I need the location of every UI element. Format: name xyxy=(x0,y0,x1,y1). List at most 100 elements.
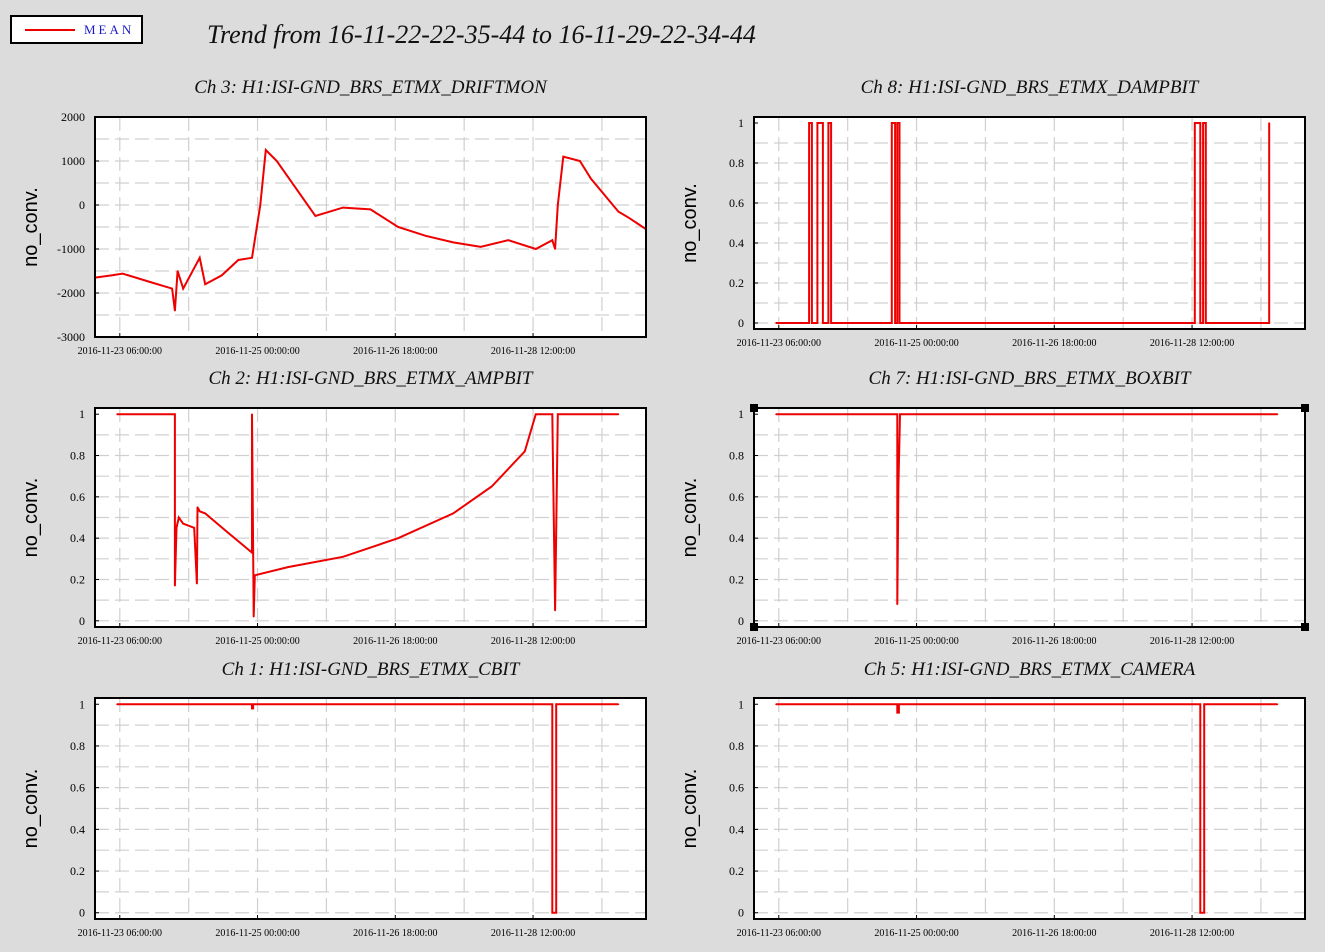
y-axis-label: no_conv. xyxy=(20,478,42,558)
data-point xyxy=(314,215,317,217)
y-tick-label: 1 xyxy=(738,407,744,421)
chart-title: Ch 1: H1:ISI-GND_BRS_ETMX_CBIT xyxy=(222,659,521,680)
y-tick-label: 1 xyxy=(79,697,85,711)
data-point xyxy=(617,703,620,706)
chart-title: Ch 3: H1:ISI-GND_BRS_ETMX_DRIFTMON xyxy=(194,77,548,98)
x-tick-label: 2016-11-23 06:00:00 xyxy=(78,636,162,647)
data-point xyxy=(562,413,565,415)
x-tick-label: 2016-11-23 06:00:00 xyxy=(737,636,821,647)
x-tick-label: 2016-11-25 00:00:00 xyxy=(215,636,299,647)
series-line xyxy=(117,703,619,914)
chart-title: Ch 2: H1:ISI-GND_BRS_ETMX_AMPBIT xyxy=(208,368,533,389)
x-tick-label: 2016-11-25 00:00:00 xyxy=(874,636,958,647)
data-point xyxy=(896,413,899,415)
x-tick-label: 2016-11-26 18:00:00 xyxy=(353,636,437,647)
data-point xyxy=(555,911,557,914)
selection-handle xyxy=(1301,404,1309,412)
data-point xyxy=(149,281,151,283)
y-tick-label: -3000 xyxy=(57,330,85,344)
data-point xyxy=(175,527,178,529)
page-title: Trend from 16-11-22-22-35-44 to 16-11-29… xyxy=(207,20,756,49)
chart-title: Ch 5: H1:ISI-GND_BRS_ETMX_CAMERA xyxy=(864,659,1196,680)
data-point xyxy=(342,555,344,558)
data-point xyxy=(259,204,262,206)
data-point xyxy=(110,274,113,277)
data-point xyxy=(1260,322,1262,324)
legend-label: MEAN xyxy=(84,22,135,37)
y-tick-label: 0.4 xyxy=(729,822,744,836)
data-point xyxy=(251,551,253,554)
y-tick-label: 0.4 xyxy=(729,531,744,545)
selection-handle xyxy=(750,623,758,631)
data-point xyxy=(617,210,620,213)
x-tick-label: 2016-11-23 06:00:00 xyxy=(78,346,162,357)
legend: MEAN xyxy=(10,15,143,44)
chart-panel-5: Ch 1: H1:ISI-GND_BRS_ETMX_CBIT 0 0.2 0.4 0.6… xyxy=(20,659,647,939)
y-tick-label: 0 xyxy=(79,198,85,212)
data-point xyxy=(265,149,267,151)
data-point xyxy=(220,274,223,277)
data-point xyxy=(1205,322,1207,324)
x-tick-label: 2016-11-25 00:00:00 xyxy=(874,928,958,939)
data-point xyxy=(830,322,832,324)
y-axis-label: no_conv. xyxy=(679,769,701,849)
y-tick-label: 0.6 xyxy=(70,490,85,504)
x-tick-label: 2016-11-25 00:00:00 xyxy=(215,928,299,939)
data-point xyxy=(251,707,253,710)
selection-handle xyxy=(750,404,758,412)
x-tick-label: 2016-11-23 06:00:00 xyxy=(78,928,162,939)
data-point xyxy=(590,177,592,180)
data-point xyxy=(811,322,813,324)
y-tick-label: 0.2 xyxy=(70,864,85,878)
data-point xyxy=(811,122,813,124)
y-tick-label: 0.4 xyxy=(70,531,85,545)
data-point xyxy=(174,413,176,415)
data-point xyxy=(121,272,124,275)
data-point xyxy=(1203,703,1205,706)
data-point xyxy=(898,703,900,706)
data-point xyxy=(535,248,537,250)
y-tick-label: 0 xyxy=(738,316,744,330)
series-line xyxy=(94,147,647,311)
data-point xyxy=(252,703,254,706)
data-point xyxy=(551,239,554,241)
x-tick-label: 2016-11-25 00:00:00 xyxy=(874,338,958,349)
y-tick-label: 0.6 xyxy=(729,781,744,795)
y-tick-label: 1 xyxy=(79,407,85,421)
data-point xyxy=(253,574,256,577)
data-point xyxy=(176,270,179,272)
data-point xyxy=(251,257,253,259)
chart-panel-4: Ch 7: H1:ISI-GND_BRS_ETMX_BOXBIT 0 0.2 0.4 0… xyxy=(679,368,1306,647)
data-point xyxy=(551,413,554,415)
data-point xyxy=(397,226,399,228)
data-point xyxy=(171,287,173,290)
y-tick-label: -2000 xyxy=(57,286,85,300)
data-point xyxy=(890,322,893,324)
data-point xyxy=(1203,911,1205,914)
y-tick-label: 0.2 xyxy=(70,572,85,586)
plot-frame xyxy=(753,407,1306,628)
data-point xyxy=(555,703,557,706)
data-point xyxy=(900,413,903,415)
x-tick-label: 2016-11-28 12:00:00 xyxy=(1150,338,1234,349)
data-point xyxy=(490,485,493,488)
plot-frame xyxy=(753,116,1306,330)
data-point xyxy=(1199,122,1202,124)
chart-panel-3: Ch 2: H1:ISI-GND_BRS_ETMX_AMPBIT 0 0.2 0.4 0… xyxy=(20,368,647,647)
data-point xyxy=(896,703,899,706)
y-tick-label: 0.4 xyxy=(729,236,744,250)
data-point xyxy=(899,413,901,415)
y-tick-label: -1000 xyxy=(57,242,85,256)
plot-frame xyxy=(753,697,1306,920)
y-tick-label: 0.8 xyxy=(70,739,85,753)
y-tick-label: 0.6 xyxy=(70,781,85,795)
y-tick-label: 1 xyxy=(738,116,744,130)
y-tick-label: 0.2 xyxy=(729,276,744,290)
chart-panel-6: Ch 5: H1:ISI-GND_BRS_ETMX_CAMERA 0 0.2 0.4 0… xyxy=(679,659,1306,939)
data-point xyxy=(1276,413,1279,415)
data-point xyxy=(174,584,176,587)
plot-frame xyxy=(94,116,647,338)
data-point xyxy=(174,309,176,312)
chart-title: Ch 7: H1:ISI-GND_BRS_ETMX_BOXBIT xyxy=(869,368,1192,389)
